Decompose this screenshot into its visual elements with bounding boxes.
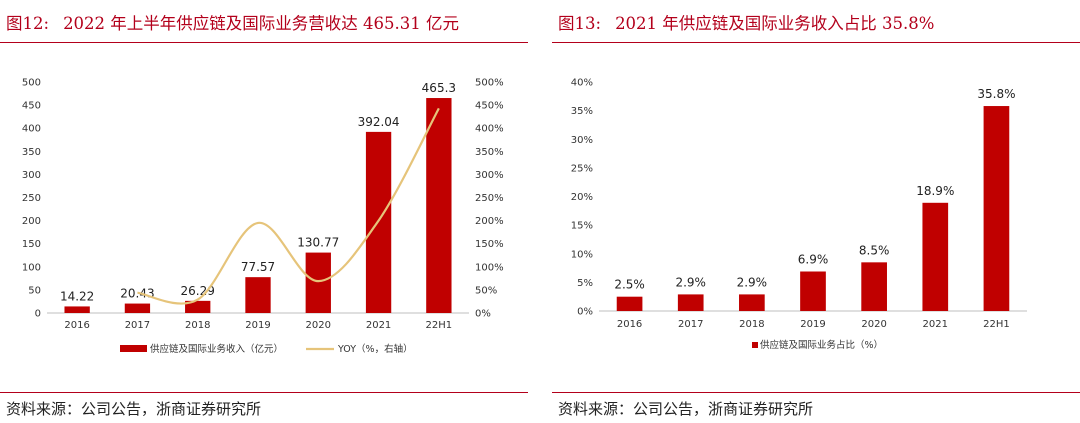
revenue-bar-label: 465.3: [422, 81, 456, 95]
figure-13-source: 资料来源：公司公告，浙商证券研究所: [558, 400, 814, 418]
share-bar: [983, 106, 1010, 311]
right-y-tick: 450%: [475, 101, 504, 112]
share-bar: [739, 294, 765, 311]
x-tick-label: 2020: [861, 319, 886, 330]
y-tick: 10%: [571, 249, 593, 260]
x-tick-label: 2020: [306, 320, 331, 331]
left-y-tick: 150: [22, 239, 41, 250]
figure-13-title: 图13: 2021 年供应链及国际业务收入占比 35.8%: [558, 10, 934, 34]
share-bar-label: 2.5%: [614, 278, 645, 292]
legend-label-revenue: 供应链及国际业务收入（亿元）: [150, 343, 283, 355]
share-bar-label: 6.9%: [798, 252, 829, 266]
right-y-tick: 300%: [475, 170, 504, 181]
share-bar-chart: 0% 5% 10% 15% 20% 25% 30% 35% 40% 2.5% 2016 2.9% 201…: [571, 78, 1027, 351]
y-tick: 20%: [571, 192, 593, 203]
right-y-tick: 250%: [475, 193, 504, 204]
legend-label-share: 供应链及国际业务占比（%）: [760, 339, 883, 351]
x-tick-label: 2021: [923, 319, 948, 330]
figure-12-top-rule: [0, 42, 528, 43]
y-tick: 25%: [571, 163, 593, 174]
x-tick-label: 22H1: [983, 319, 1010, 330]
left-y-tick: 200: [22, 216, 41, 227]
share-bar-label: 18.9%: [916, 184, 954, 198]
figure-12-number: 图12:: [6, 14, 50, 33]
share-bar-label: 8.5%: [859, 243, 890, 257]
left-y-tick: 300: [22, 170, 41, 181]
left-y-tick: 350: [22, 147, 41, 158]
revenue-bar: [426, 98, 452, 313]
left-y-tick: 450: [22, 101, 41, 112]
y-tick: 30%: [571, 135, 593, 146]
x-tick-label: 2017: [678, 319, 703, 330]
figure-12-bottom-rule: [0, 392, 528, 393]
revenue-bar: [124, 303, 151, 313]
share-bar: [800, 271, 826, 311]
right-y-tick: 0%: [475, 309, 491, 320]
figure-13-bottom-rule: [552, 392, 1080, 393]
figure-13-number: 图13:: [558, 14, 602, 33]
share-bar-label: 2.9%: [675, 275, 706, 289]
x-tick-label: 2021: [366, 320, 391, 331]
right-y-tick: 50%: [475, 285, 497, 296]
share-bar: [616, 296, 643, 311]
x-tick-label: 2018: [739, 319, 764, 330]
revenue-combo-chart: 0 50 100 150 200 250 300 350 400 450 500 0% 50% 100% 1…: [22, 78, 504, 356]
figure-12-title: 图12: 2022 年上半年供应链及国际业务营收达 465.31 亿元: [6, 10, 459, 34]
y-tick: 5%: [577, 278, 593, 289]
revenue-bar-label: 77.57: [241, 260, 275, 274]
figure-12-source: 资料来源：公司公告，浙商证券研究所: [6, 400, 262, 418]
figure-13-title-text: 2021 年供应链及国际业务收入占比 35.8%: [615, 14, 935, 33]
revenue-bar-label: 26.29: [181, 284, 215, 298]
right-y-tick: 400%: [475, 124, 504, 135]
revenue-bar-label: 392.04: [358, 115, 400, 129]
figure-12-panel: 图12: 2022 年上半年供应链及国际业务营收达 465.31 亿元 0 50 10…: [0, 0, 528, 423]
revenue-bar-label: 14.22: [60, 289, 94, 303]
y-tick: 40%: [571, 78, 593, 89]
legend-swatch-share: [752, 342, 758, 348]
revenue-bar: [185, 300, 211, 313]
share-bar-label: 2.9%: [737, 275, 768, 289]
right-y-tick: 200%: [475, 216, 504, 227]
right-y-tick: 350%: [475, 147, 504, 158]
y-tick: 15%: [571, 221, 593, 232]
right-y-tick: 100%: [475, 262, 504, 273]
revenue-bar-label: 130.77: [297, 236, 339, 250]
figure-13-panel: 图13: 2021 年供应链及国际业务收入占比 35.8% 0% 5% 10% 15% 2…: [552, 0, 1080, 423]
x-tick-label: 22H1: [426, 320, 453, 331]
legend-label-yoy: YOY（%，右轴）: [337, 343, 413, 355]
left-y-tick: 50: [28, 285, 41, 296]
x-tick-label: 2019: [800, 319, 825, 330]
share-bar: [922, 202, 949, 311]
figure-13-top-rule: [552, 42, 1080, 43]
x-tick-label: 2019: [245, 320, 270, 331]
share-bar: [861, 262, 887, 311]
left-y-tick: 400: [22, 124, 41, 135]
x-tick-label: 2018: [185, 320, 210, 331]
x-tick-label: 2017: [125, 320, 150, 331]
y-tick: 0%: [577, 307, 593, 318]
revenue-bar: [64, 306, 90, 313]
x-tick-label: 2016: [617, 319, 642, 330]
yoy-line: [137, 107, 440, 305]
legend-swatch-revenue: [120, 345, 147, 352]
left-y-tick: 100: [22, 262, 41, 273]
right-y-tick: 500%: [475, 78, 504, 89]
share-bar-label: 35.8%: [977, 87, 1015, 101]
figure-12-title-text: 2022 年上半年供应链及国际业务营收达 465.31 亿元: [63, 14, 460, 33]
right-y-tick: 150%: [475, 239, 504, 250]
left-y-tick: 0: [35, 309, 41, 320]
revenue-bar: [305, 252, 331, 313]
x-tick-label: 2016: [64, 320, 89, 331]
left-y-tick: 500: [22, 78, 41, 89]
left-y-tick: 250: [22, 193, 41, 204]
y-tick: 35%: [571, 106, 593, 117]
revenue-bar: [245, 277, 271, 313]
share-bar: [677, 294, 704, 311]
